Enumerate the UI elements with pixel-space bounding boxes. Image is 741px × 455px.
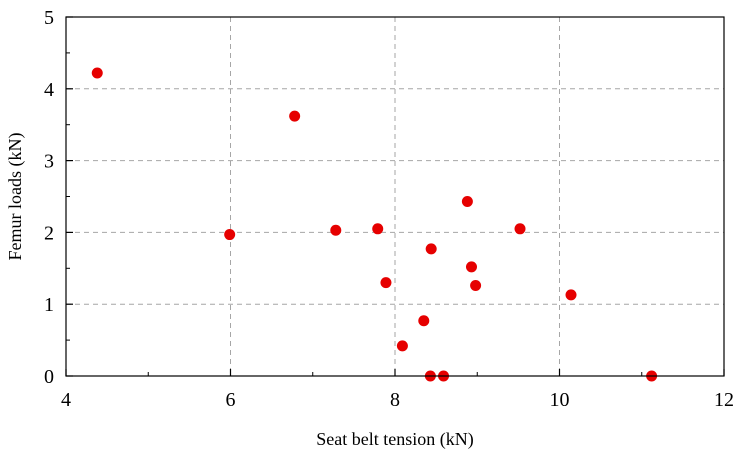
data-point (330, 224, 342, 236)
y-tick-label: 5 (44, 7, 54, 29)
y-tick-label: 4 (44, 79, 54, 101)
x-axis-title: Seat belt tension (kN) (316, 429, 473, 450)
x-tick-label: 4 (61, 389, 71, 411)
y-tick-label: 0 (44, 366, 54, 388)
data-point (470, 280, 482, 292)
plot-area-frame (65, 16, 725, 377)
data-point (396, 340, 408, 352)
y-tick-label: 2 (44, 222, 54, 244)
data-point (425, 243, 437, 255)
y-axis-title: Femur loads (kN) (5, 133, 26, 261)
data-point (380, 277, 392, 289)
y-tick-label: 1 (44, 294, 54, 316)
y-tick-label: 3 (44, 151, 54, 173)
data-points (91, 67, 658, 382)
data-point (465, 261, 477, 273)
x-tick-label: 12 (714, 389, 734, 411)
data-point (91, 67, 103, 79)
data-point (372, 223, 384, 235)
data-point (289, 110, 301, 122)
data-point (224, 229, 236, 241)
data-point (461, 196, 473, 208)
data-point (418, 315, 430, 327)
grid (66, 17, 724, 376)
data-point (565, 289, 577, 301)
x-tick-label: 8 (390, 389, 400, 411)
data-point (514, 223, 526, 235)
x-tick-label: 10 (550, 389, 570, 411)
x-tick-label: 6 (226, 389, 236, 411)
